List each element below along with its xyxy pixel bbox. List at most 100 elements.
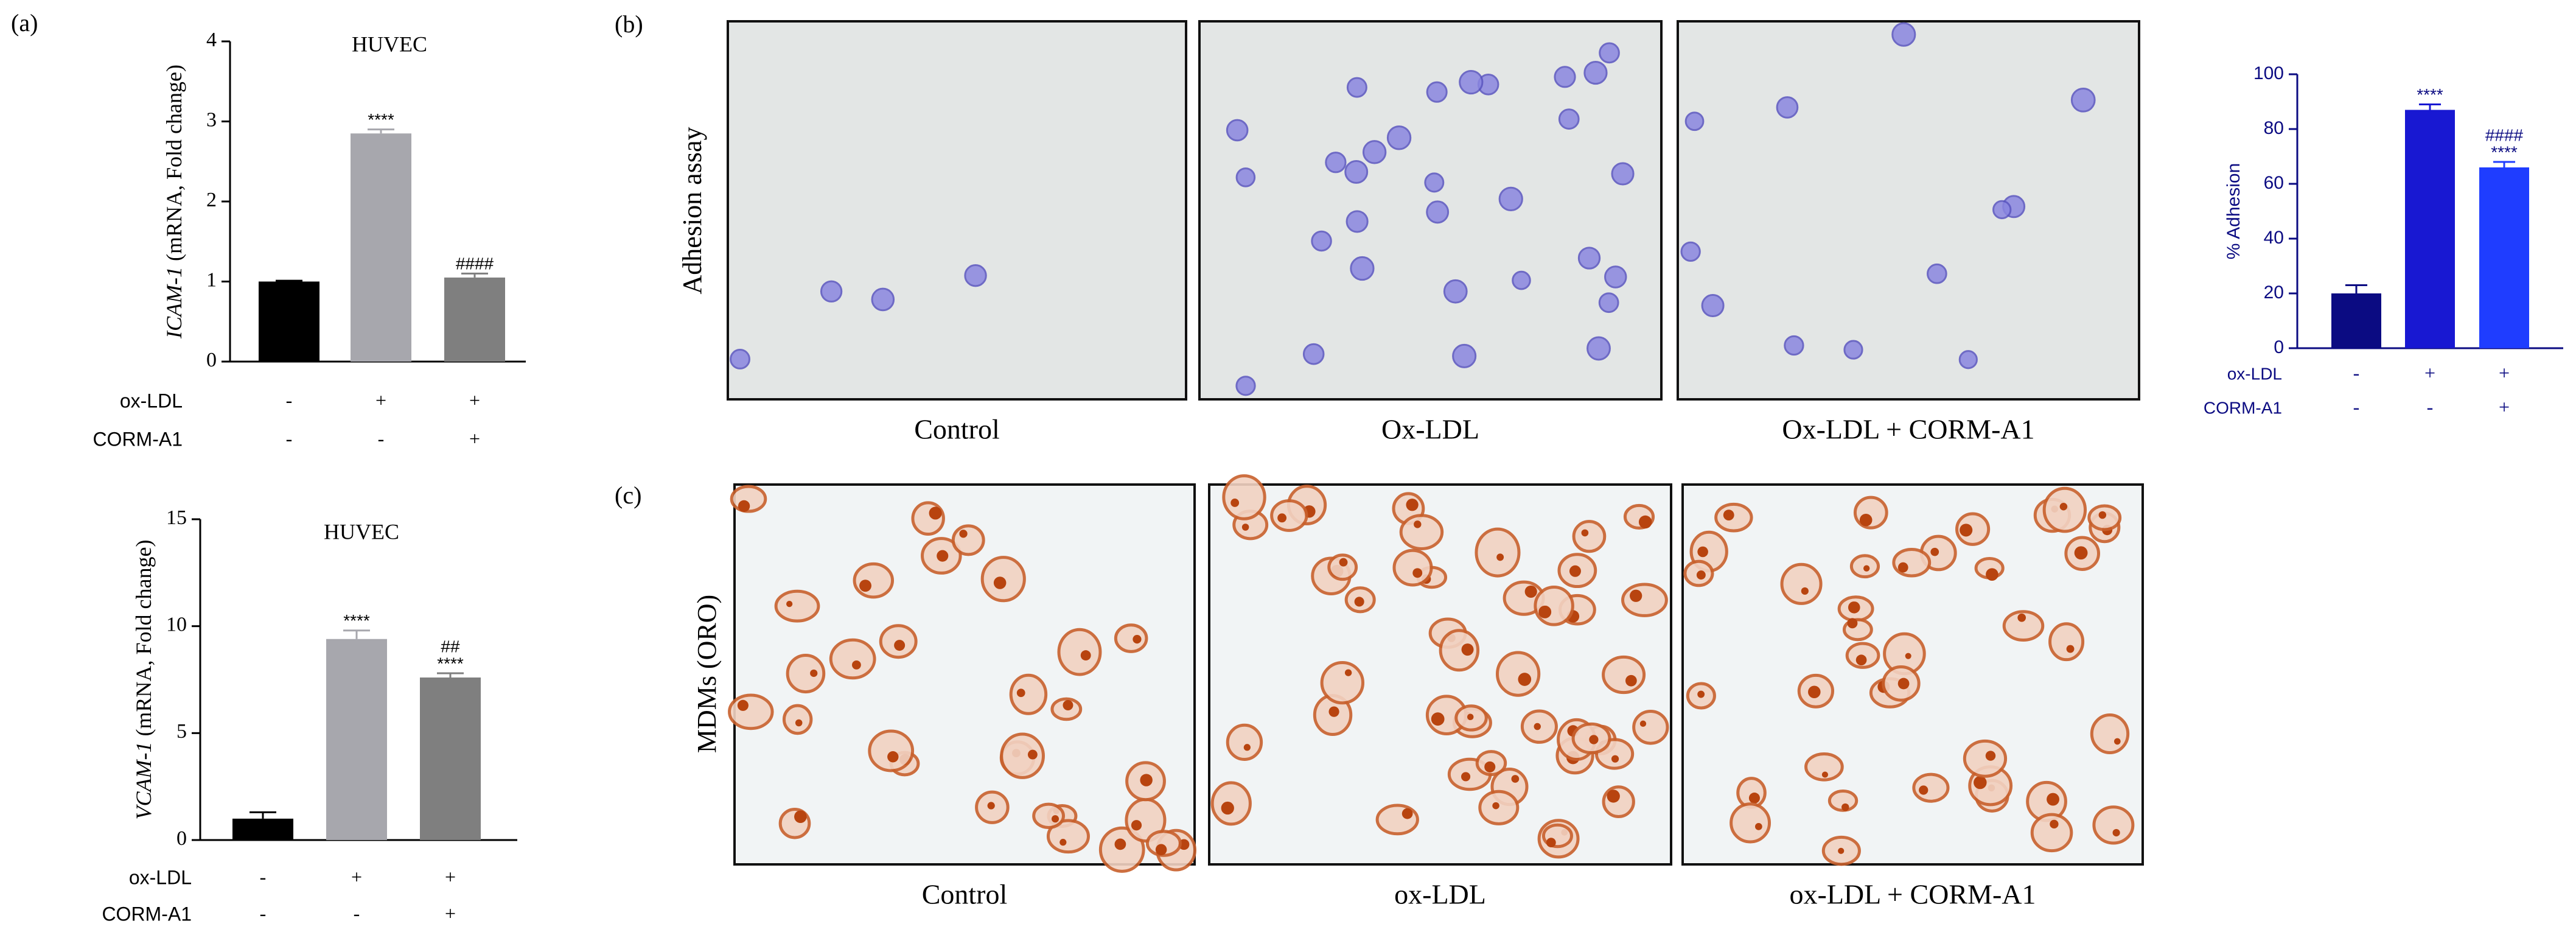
cell bbox=[1598, 292, 1619, 313]
lipid bbox=[1748, 793, 1760, 804]
lipid bbox=[786, 600, 793, 608]
lipid bbox=[1461, 772, 1471, 782]
lipid bbox=[1406, 499, 1419, 511]
lipid bbox=[1581, 529, 1589, 537]
lipid bbox=[2098, 511, 2107, 519]
condition-sign: + bbox=[351, 866, 362, 888]
cell bbox=[1912, 772, 1950, 803]
lipid bbox=[2047, 793, 2059, 806]
lipid bbox=[1492, 802, 1499, 810]
cell bbox=[1583, 60, 1608, 85]
lipid bbox=[1339, 558, 1348, 567]
lipid bbox=[1546, 838, 1556, 847]
lipid bbox=[1328, 706, 1339, 717]
cell bbox=[728, 693, 774, 730]
lipid bbox=[1986, 568, 1998, 581]
cell bbox=[1958, 350, 1978, 369]
lipid bbox=[2114, 738, 2121, 745]
lipid bbox=[1401, 808, 1413, 819]
bar bbox=[2331, 293, 2381, 348]
cell bbox=[853, 562, 895, 599]
cell bbox=[1963, 739, 2008, 778]
condition-sign: - bbox=[286, 427, 293, 449]
chart-title: HUVEC bbox=[352, 32, 427, 56]
error-bar bbox=[437, 672, 464, 678]
lipid bbox=[1569, 565, 1581, 577]
condition-label: CORM-A1 bbox=[92, 428, 183, 450]
lipid bbox=[1841, 803, 1849, 811]
condition-label: ox-LDL bbox=[2227, 364, 2282, 383]
cell bbox=[1443, 279, 1468, 304]
bar bbox=[2405, 110, 2455, 348]
bar bbox=[420, 677, 481, 840]
condition-label: ox-LDL bbox=[129, 866, 192, 888]
cell bbox=[1439, 629, 1480, 672]
significance: **** bbox=[437, 654, 464, 673]
significance: #### bbox=[2485, 125, 2524, 144]
cell bbox=[1226, 723, 1263, 762]
lipid bbox=[810, 669, 818, 678]
cell bbox=[786, 653, 826, 694]
lipid bbox=[1897, 678, 1910, 690]
y-tick-label: 15 bbox=[166, 506, 187, 529]
cell bbox=[1145, 830, 1182, 857]
chart-title: HUVEC bbox=[324, 519, 399, 544]
lipid bbox=[1133, 634, 1142, 644]
lipid bbox=[1140, 774, 1153, 786]
lipid bbox=[1847, 618, 1858, 629]
lipid bbox=[1538, 605, 1552, 618]
bar bbox=[351, 133, 411, 362]
panel-label: (a) bbox=[11, 9, 38, 37]
lipid bbox=[1131, 820, 1142, 831]
condition-sign: - bbox=[378, 427, 385, 449]
error-bar bbox=[2493, 161, 2516, 167]
row-label: MDMs (ORO) bbox=[692, 595, 722, 753]
cell bbox=[1498, 186, 1523, 211]
y-tick-label: 10 bbox=[166, 613, 187, 636]
y-axis-label: ICAM-1 (mRNA, Fold change) bbox=[162, 65, 186, 339]
condition-sign: - bbox=[354, 902, 360, 924]
condition-sign: + bbox=[469, 389, 480, 411]
significance: **** bbox=[2417, 85, 2443, 104]
lipid bbox=[1155, 844, 1167, 856]
lipid bbox=[2074, 546, 2088, 560]
cell bbox=[1032, 802, 1066, 830]
bar bbox=[2479, 167, 2529, 348]
lipid bbox=[1027, 749, 1038, 760]
lipid bbox=[1607, 790, 1620, 803]
lipid bbox=[1625, 674, 1637, 687]
cell bbox=[1452, 343, 1477, 368]
cell bbox=[1270, 499, 1308, 532]
micrograph-caption: Ox-LDL bbox=[1381, 414, 1479, 445]
cell bbox=[1602, 655, 1646, 695]
lipid bbox=[737, 699, 749, 711]
lipid bbox=[1063, 700, 1073, 711]
condition-sign: - bbox=[2353, 396, 2360, 418]
lipid bbox=[1484, 761, 1496, 772]
y-tick-label: 4 bbox=[206, 29, 217, 51]
cell bbox=[1714, 502, 1753, 533]
cell bbox=[1586, 336, 1611, 361]
lipid bbox=[1863, 565, 1870, 572]
lipid bbox=[1630, 589, 1642, 602]
condition-sign: + bbox=[2499, 396, 2510, 418]
y-axis-label-gene: ICAM-1 bbox=[162, 267, 186, 339]
cell bbox=[1554, 66, 1576, 88]
lipid bbox=[1534, 723, 1541, 730]
cell bbox=[1235, 376, 1256, 396]
lipid bbox=[1639, 720, 1647, 727]
cell bbox=[1599, 42, 1620, 64]
cell bbox=[1495, 651, 1541, 697]
cell bbox=[1222, 474, 1266, 520]
y-axis-label-gene: VCAM-1 bbox=[131, 741, 156, 819]
lipid bbox=[1354, 597, 1364, 607]
cell bbox=[1426, 81, 1448, 103]
y-axis-label: VCAM-1 (mRNA, Fold change) bbox=[131, 540, 156, 820]
cell bbox=[2002, 610, 2045, 642]
cell bbox=[2092, 805, 2135, 845]
cell bbox=[1784, 335, 1804, 356]
cell bbox=[1009, 673, 1048, 715]
lipid bbox=[1241, 524, 1249, 531]
cell bbox=[868, 729, 915, 772]
cell bbox=[1611, 162, 1635, 186]
